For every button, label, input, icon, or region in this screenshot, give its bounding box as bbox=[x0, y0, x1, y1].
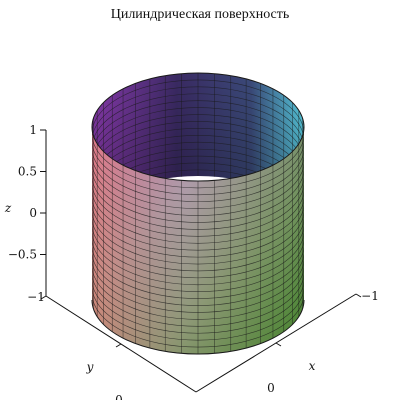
y-axis-label: y bbox=[86, 360, 94, 374]
z-tick-label: 1 bbox=[29, 123, 37, 137]
axis-tick bbox=[115, 343, 122, 348]
z-tick-label: −0.5 bbox=[8, 248, 37, 262]
axis-tick bbox=[275, 342, 282, 347]
axis-tick bbox=[355, 293, 362, 298]
chart-title: Цилиндрическая поверхность bbox=[110, 7, 290, 22]
y-tick-label: 0 bbox=[115, 393, 123, 400]
axis-tick bbox=[40, 295, 47, 300]
cylinder-top-rim bbox=[91, 72, 305, 182]
x-tick-label: −1 bbox=[361, 289, 379, 303]
z-axis-label: z bbox=[4, 201, 12, 215]
x-axis-label: x bbox=[309, 359, 316, 373]
x-tick-label: 0 bbox=[267, 381, 275, 395]
cylinder-bottom-rim bbox=[91, 299, 305, 355]
y-tick-label: −1 bbox=[27, 290, 45, 304]
z-tick-label: 0.5 bbox=[18, 165, 37, 179]
z-tick-label: 0 bbox=[29, 206, 37, 220]
